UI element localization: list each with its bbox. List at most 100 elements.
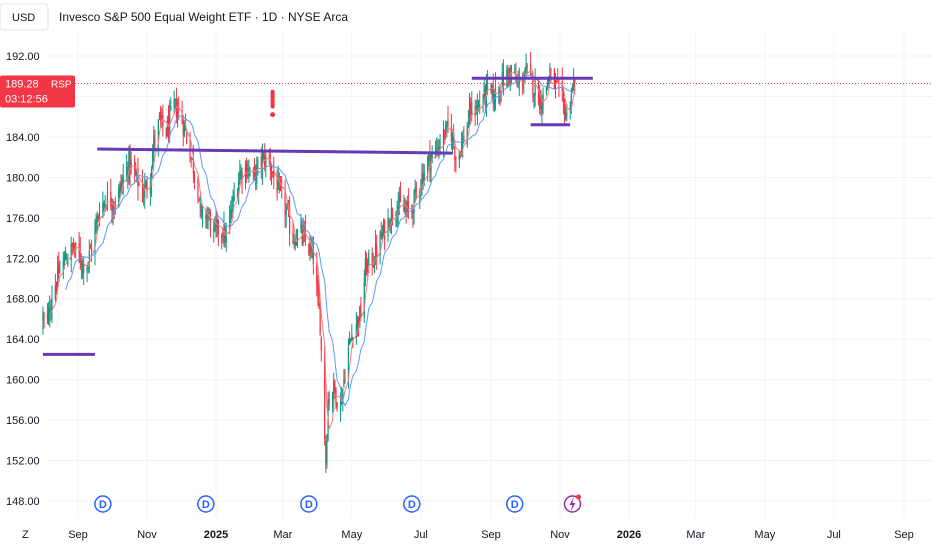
- candle-body: [467, 123, 469, 125]
- candle-body: [183, 123, 185, 137]
- trendlines[interactable]: [42, 76, 593, 356]
- dividend-marker-circle: [506, 495, 524, 513]
- candle-body: [216, 220, 218, 228]
- candle-body: [110, 191, 112, 207]
- candle-body: [556, 81, 558, 83]
- price-tick-label: 168.00: [6, 294, 40, 306]
- candle-body: [173, 100, 175, 108]
- candle-body: [141, 181, 144, 199]
- candle-body: [437, 146, 439, 154]
- timezone-label[interactable]: Z: [22, 529, 29, 541]
- trendline[interactable]: [97, 147, 453, 155]
- dividend-marker[interactable]: D: [403, 495, 421, 513]
- candle-body: [436, 150, 438, 153]
- candle-body: [540, 90, 542, 110]
- candle-body: [161, 114, 163, 119]
- candle-body: [422, 172, 424, 184]
- candle-body: [460, 142, 463, 153]
- candle-body: [466, 125, 468, 145]
- candle-body: [89, 247, 92, 250]
- candle-body: [81, 260, 84, 266]
- candle-body: [462, 138, 464, 146]
- candle-body: [276, 176, 278, 194]
- candle-body: [388, 220, 390, 229]
- candle-body: [356, 316, 359, 327]
- candlesticks[interactable]: [42, 51, 576, 474]
- candle-body: [193, 174, 196, 179]
- candle-body: [565, 114, 567, 120]
- candle-body: [205, 214, 207, 220]
- candle-body: [122, 177, 124, 183]
- candle-body: [198, 198, 200, 201]
- candle-body: [350, 338, 352, 342]
- candle-body: [136, 170, 138, 174]
- candle-body: [395, 214, 397, 216]
- candle-body: [566, 112, 568, 116]
- candle-body: [225, 233, 227, 243]
- candle-body: [557, 78, 559, 82]
- candle-body: [222, 238, 224, 240]
- candle-body: [213, 226, 215, 231]
- candle-body: [532, 73, 534, 95]
- candle-body: [334, 380, 336, 392]
- candle-body: [191, 158, 193, 160]
- alert-dot: [270, 112, 276, 118]
- candle-body: [265, 154, 267, 169]
- dividend-marker-circle: [197, 495, 215, 513]
- candle-body: [245, 163, 248, 177]
- candle-body: [373, 262, 376, 269]
- dividend-marker[interactable]: D: [506, 495, 524, 513]
- candle-body: [518, 79, 520, 83]
- dividend-marker[interactable]: D: [197, 495, 215, 513]
- time-tick-label: Mar: [273, 529, 292, 541]
- time-tick-label: Mar: [686, 529, 705, 541]
- currency-button[interactable]: [0, 3, 49, 31]
- candle-body: [574, 79, 576, 84]
- candle-body: [510, 65, 512, 73]
- time-tick-label: Sep: [481, 529, 501, 541]
- dividend-marker-label: D: [305, 499, 313, 511]
- dividend-marker[interactable]: D: [94, 495, 112, 513]
- candle-body: [525, 62, 527, 71]
- currency-label: USD: [12, 12, 35, 24]
- candle-body: [477, 105, 480, 109]
- price-tick-label: 156.00: [6, 415, 40, 427]
- candle-body: [550, 71, 552, 73]
- candle-body: [295, 241, 297, 246]
- candle-body: [455, 156, 457, 160]
- candle-body: [434, 148, 437, 151]
- candle-body: [239, 171, 241, 185]
- dividend-marker[interactable]: D: [300, 495, 318, 513]
- candle-body: [471, 102, 473, 117]
- candle-body: [270, 173, 273, 175]
- dividend-marker-label: D: [99, 499, 107, 511]
- candle-body: [75, 242, 77, 250]
- candle-body: [310, 246, 312, 250]
- candle-body: [325, 440, 327, 463]
- price-tick-label: 176.00: [6, 213, 40, 225]
- event-marker[interactable]: [563, 494, 582, 513]
- candle-body: [530, 63, 532, 71]
- candle-body: [214, 221, 216, 227]
- candle-body: [470, 103, 472, 117]
- candle-body: [236, 193, 239, 197]
- candle-body: [421, 173, 423, 187]
- time-tick-label: Jul: [414, 529, 428, 541]
- candle-body: [484, 85, 486, 101]
- candle-body: [51, 298, 53, 311]
- alert-marker[interactable]: [270, 89, 276, 118]
- candle-body: [257, 160, 259, 164]
- candle-body: [355, 324, 357, 339]
- candle-body: [97, 216, 99, 218]
- candle-body: [286, 207, 288, 209]
- price-axis[interactable]: 192.00188.00184.00180.00176.00172.00168.…: [6, 51, 40, 508]
- dividend-marker-circle: [403, 495, 421, 513]
- candle-body: [493, 89, 495, 105]
- ma-slow-line: [65, 74, 575, 407]
- candle-body: [468, 105, 471, 120]
- time-axis[interactable]: Sep Nov 2025 Mar May Jul Sep Nov 2026 Mar May Jul Se…: [68, 529, 914, 541]
- candle-body: [312, 249, 314, 265]
